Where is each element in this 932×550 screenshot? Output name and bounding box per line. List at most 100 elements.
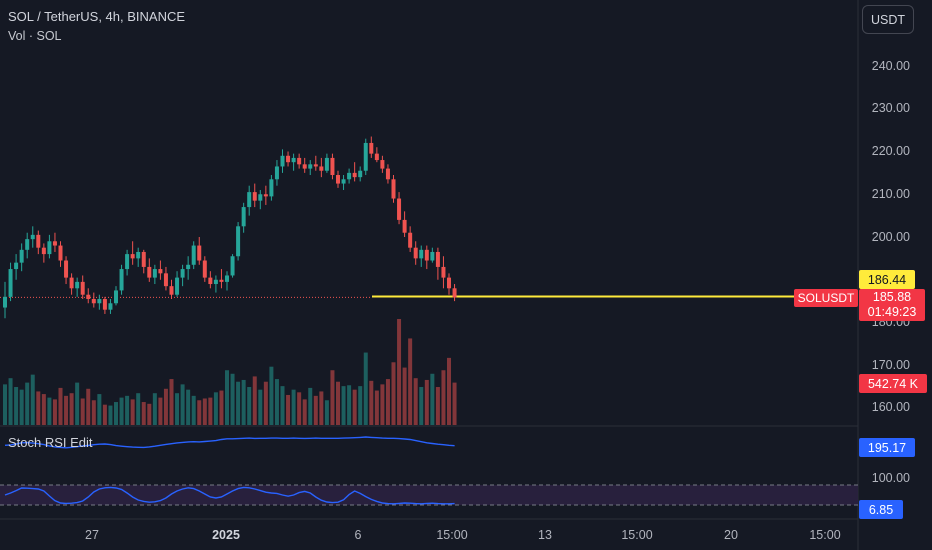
candle-body: [108, 303, 113, 310]
volume-bar: [402, 367, 407, 425]
volume-bar: [114, 402, 118, 425]
volume-bar: [286, 394, 291, 425]
candle-body: [97, 298, 102, 304]
volume-bar: [424, 379, 429, 425]
volume-bar: [80, 398, 85, 425]
volume-bar: [230, 373, 235, 425]
candle-body: [213, 279, 218, 285]
candle-body: [69, 277, 74, 289]
volume-bar: [108, 405, 113, 425]
volume-bar: [3, 384, 7, 425]
volume-bar: [297, 392, 302, 425]
volume-bar: [269, 366, 274, 425]
candle-body: [64, 260, 69, 278]
volume-bar: [336, 381, 340, 425]
volume-bar: [25, 382, 30, 425]
volume-bar: [274, 379, 279, 425]
volume-bar: [158, 397, 163, 425]
stoch-d-badge: 195.17: [859, 438, 915, 457]
volume-bar: [19, 389, 24, 425]
stoch-k-line: [4, 486, 455, 505]
volume-bar: [380, 384, 385, 425]
volume-bar: [102, 404, 107, 425]
volume-bar: [225, 370, 229, 425]
volume-bar: [302, 399, 307, 425]
volume-legend[interactable]: Vol · SOL: [8, 29, 62, 43]
volume-bar: [419, 387, 424, 425]
candle-body: [385, 168, 390, 180]
candle-body: [91, 298, 96, 304]
candle-body: [175, 277, 180, 295]
volume-bar: [64, 395, 69, 425]
volume-bar: [330, 370, 335, 425]
volume-bar: [263, 381, 268, 425]
candle-body: [130, 254, 135, 259]
candle-body: [180, 269, 185, 278]
time-tick: 6: [354, 528, 362, 542]
candle-body: [402, 219, 407, 233]
volume-bar: [441, 370, 446, 425]
volume-bar: [97, 394, 102, 425]
candle-body: [25, 239, 30, 250]
price-tick: 240.00: [871, 59, 910, 73]
candle-body: [447, 277, 451, 289]
volume-bar: [75, 382, 80, 425]
symbol-legend[interactable]: SOL / TetherUS, 4h, BINANCE: [8, 9, 186, 24]
time-tick: 27: [85, 528, 99, 542]
volume-bar: [219, 390, 224, 425]
volume-bar: [308, 387, 313, 425]
candle-body: [102, 298, 107, 310]
volume-bar: [369, 380, 374, 425]
candle-body: [330, 157, 335, 176]
candle-body: [208, 277, 213, 285]
candle-body: [441, 266, 446, 278]
volume-bar: [119, 397, 124, 425]
candle-body: [86, 294, 91, 299]
candle-body: [280, 155, 285, 167]
currency-button[interactable]: USDT: [862, 5, 914, 34]
stoch-level-label: 100.00: [871, 471, 910, 485]
candle-body: [169, 286, 174, 295]
candle-body: [202, 260, 207, 278]
indicator-legend[interactable]: Stoch RSI Edit: [8, 435, 93, 450]
candle-body: [125, 254, 130, 270]
last-price-value: 185.88: [872, 290, 912, 304]
symbol-badge: SOLUSDT: [794, 289, 858, 307]
candle-body: [413, 247, 418, 259]
volume-bar: [86, 388, 91, 425]
volume-bar: [236, 381, 241, 425]
candle-body: [47, 241, 52, 255]
candle-body: [352, 172, 357, 178]
price-tick: 170.00: [871, 358, 910, 372]
candle-body: [197, 245, 202, 261]
candle-body: [30, 234, 35, 240]
volume-bar: [186, 389, 191, 425]
volume-bar: [280, 386, 285, 425]
volume-bar: [208, 397, 213, 425]
volume-bar: [430, 373, 435, 425]
candle-body: [263, 194, 268, 197]
volume-bar: [247, 387, 252, 425]
candle-body: [291, 157, 296, 163]
candle-body: [391, 179, 396, 199]
time-tick: 20: [724, 528, 738, 542]
candle-body: [219, 279, 224, 282]
candle-body: [324, 157, 329, 171]
volume-bar: [147, 403, 152, 425]
volume-bar: [52, 399, 57, 425]
candle-body: [252, 192, 257, 201]
candle-body: [302, 164, 307, 169]
candle-body: [75, 281, 80, 289]
candle-body: [435, 251, 440, 267]
volume-bar: [197, 400, 202, 425]
volume-bar: [352, 389, 357, 425]
volume-bar: [341, 386, 346, 425]
volume-bar: [363, 352, 368, 425]
candle-body: [225, 275, 229, 282]
time-tick: 15:00: [621, 528, 653, 542]
candle-body: [147, 266, 152, 278]
price-tick: 200.00: [871, 230, 910, 244]
candle-body: [8, 269, 13, 297]
volume-bar: [69, 393, 74, 425]
